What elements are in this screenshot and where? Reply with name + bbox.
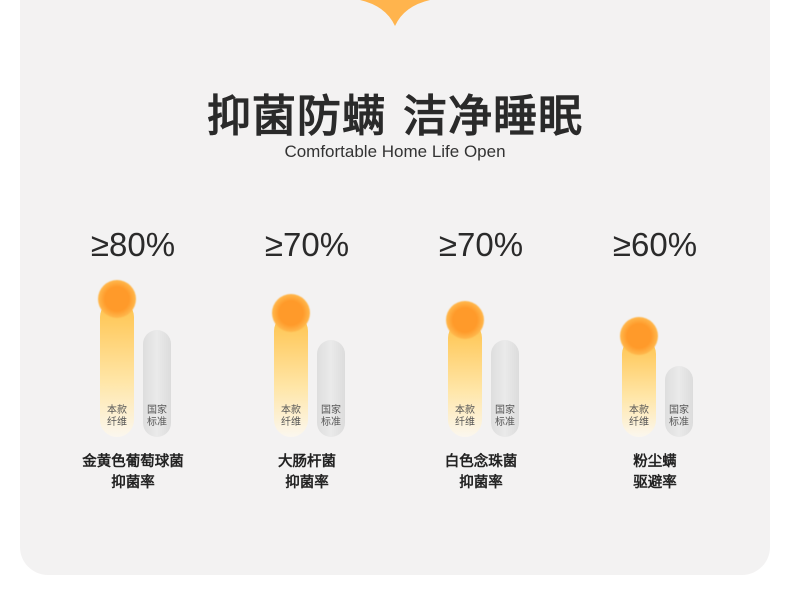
- chart-group: ≥70% 本款 纤维 国家 标准 白色念珠菌 抑菌率: [394, 0, 568, 589]
- standard-bar: [317, 340, 345, 437]
- category-label: 金黄色葡萄球菌 抑菌率: [82, 454, 184, 491]
- standard-bar: [665, 366, 693, 437]
- product-bar: [620, 317, 658, 437]
- value-label: ≥70%: [438, 226, 524, 263]
- top-notch-decoration: [360, 0, 430, 26]
- category-label: 大肠杆菌 抑菌率: [278, 454, 336, 491]
- product-bar-label: 本款 纤维: [107, 405, 127, 428]
- category-label: 白色念珠菌 抑菌率: [444, 454, 518, 491]
- standard-bar-label: 国家 标准: [495, 405, 515, 428]
- standard-bar-label: 国家 标准: [147, 405, 167, 428]
- chart-group: ≥70% 本款 纤维 国家 标准 大肠杆菌 抑菌率: [220, 0, 394, 589]
- standard-bar-label: 国家 标准: [321, 405, 341, 428]
- value-label: ≥60%: [612, 226, 698, 263]
- product-bar-label: 本款 纤维: [455, 405, 475, 428]
- chart-group: ≥80% 本款 纤维 国家 标准 金黄色葡萄球菌 抑菌率: [46, 0, 220, 589]
- product-bar: [446, 301, 484, 437]
- bar-glow-ball: [620, 317, 658, 355]
- standard-bar: [491, 340, 519, 437]
- page-subtitle: Comfortable Home Life Open: [284, 142, 506, 161]
- standard-bar-label: 国家 标准: [669, 405, 689, 428]
- bar-glow-ball: [272, 294, 310, 332]
- bar-glow-ball: [98, 280, 136, 318]
- standard-bar: [143, 330, 171, 437]
- value-label: ≥80%: [90, 226, 176, 263]
- background-card: [20, 0, 770, 575]
- value-label: ≥70%: [264, 226, 350, 263]
- page-title: 抑菌防螨 洁净睡眠: [206, 91, 584, 142]
- bar-glow-ball: [446, 301, 484, 339]
- chart-group: ≥60% 本款 纤维 国家 标准 粉尘螨 驱避率: [568, 0, 742, 589]
- product-bar: [98, 280, 136, 437]
- category-label: 粉尘螨 驱避率: [633, 454, 677, 491]
- product-bar: [272, 294, 310, 437]
- product-bar-label: 本款 纤维: [629, 405, 649, 428]
- product-bar-label: 本款 纤维: [281, 405, 301, 428]
